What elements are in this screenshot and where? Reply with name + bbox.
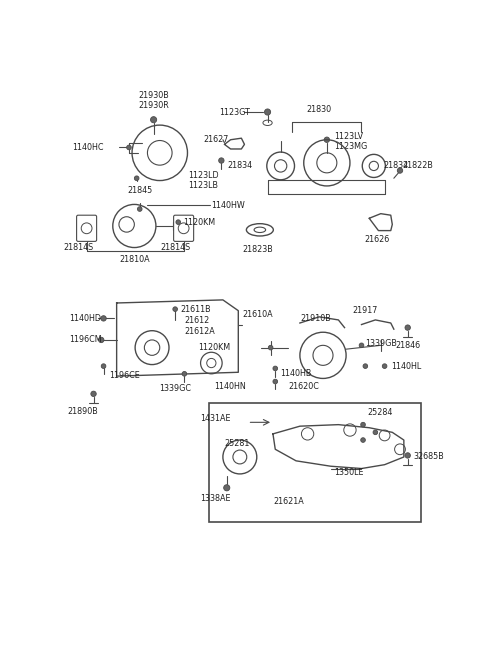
Text: 21612
21612A: 21612 21612A — [184, 316, 215, 336]
Bar — [209, 403, 421, 523]
Text: 21890B: 21890B — [67, 407, 98, 416]
Circle shape — [405, 325, 410, 330]
Text: 1140HN: 1140HN — [214, 382, 246, 390]
Circle shape — [273, 366, 277, 371]
Text: 1140HC: 1140HC — [72, 143, 104, 152]
Circle shape — [359, 343, 364, 348]
Circle shape — [98, 337, 104, 343]
Text: 25284: 25284 — [368, 408, 393, 417]
Circle shape — [373, 430, 378, 435]
Text: 21834: 21834 — [227, 161, 252, 171]
Text: 1120KM: 1120KM — [183, 218, 215, 226]
Text: 1140HD: 1140HD — [69, 314, 101, 323]
Text: 1123LV
1123MG: 1123LV 1123MG — [335, 132, 368, 151]
Circle shape — [224, 485, 230, 491]
Text: 32685B: 32685B — [414, 452, 444, 461]
Text: 1350LE: 1350LE — [335, 468, 364, 477]
Text: 21930B
21930R: 21930B 21930R — [138, 91, 169, 110]
Text: 21830: 21830 — [307, 106, 332, 114]
Circle shape — [361, 422, 365, 427]
Text: 1339GB: 1339GB — [365, 339, 397, 347]
Circle shape — [137, 207, 142, 211]
Circle shape — [182, 372, 187, 376]
Text: 1339GC: 1339GC — [159, 384, 191, 393]
Text: 21610A: 21610A — [242, 310, 273, 319]
Text: 1123GT: 1123GT — [219, 108, 250, 116]
Circle shape — [361, 438, 365, 442]
Circle shape — [324, 137, 330, 143]
Circle shape — [101, 315, 106, 321]
Text: 1431AE: 1431AE — [200, 414, 230, 423]
Text: 21626: 21626 — [364, 235, 390, 244]
Text: 21823B: 21823B — [242, 245, 273, 254]
Circle shape — [397, 168, 403, 173]
Text: 21846: 21846 — [395, 341, 420, 351]
Text: 1140HL: 1140HL — [391, 362, 421, 371]
Circle shape — [405, 453, 410, 458]
Circle shape — [134, 176, 139, 181]
Text: 21822B: 21822B — [402, 161, 433, 171]
Circle shape — [363, 364, 368, 369]
Text: 1196CM: 1196CM — [69, 335, 102, 345]
FancyBboxPatch shape — [174, 215, 193, 242]
Circle shape — [176, 220, 180, 224]
Text: 21814S: 21814S — [63, 243, 93, 252]
Text: 21917: 21917 — [353, 305, 378, 315]
Text: 1120KM: 1120KM — [198, 343, 230, 352]
Text: 1123LD
1123LB: 1123LD 1123LB — [188, 171, 219, 190]
Text: 21810A: 21810A — [120, 255, 150, 264]
Text: 25281: 25281 — [225, 439, 250, 448]
Text: 1338AE: 1338AE — [200, 494, 230, 503]
Text: 1196CE: 1196CE — [109, 371, 140, 380]
Circle shape — [151, 117, 156, 123]
Text: 21627: 21627 — [204, 135, 229, 144]
Text: 1140HB: 1140HB — [281, 369, 312, 378]
Text: 1140HW: 1140HW — [211, 201, 245, 210]
Circle shape — [264, 109, 271, 115]
Circle shape — [173, 307, 178, 311]
Circle shape — [219, 158, 224, 163]
Circle shape — [101, 364, 106, 369]
Circle shape — [268, 345, 273, 350]
Text: 21621A: 21621A — [273, 497, 304, 506]
Text: 21910B: 21910B — [300, 314, 331, 323]
Circle shape — [91, 391, 96, 396]
FancyBboxPatch shape — [77, 215, 96, 242]
Text: 21814S: 21814S — [160, 243, 190, 252]
Text: 21620C: 21620C — [288, 382, 319, 390]
Text: 21845: 21845 — [127, 186, 153, 195]
Text: 21611B: 21611B — [180, 305, 211, 313]
Circle shape — [273, 379, 277, 384]
Circle shape — [127, 145, 131, 150]
Circle shape — [382, 364, 387, 369]
Text: 21834: 21834 — [383, 161, 408, 171]
